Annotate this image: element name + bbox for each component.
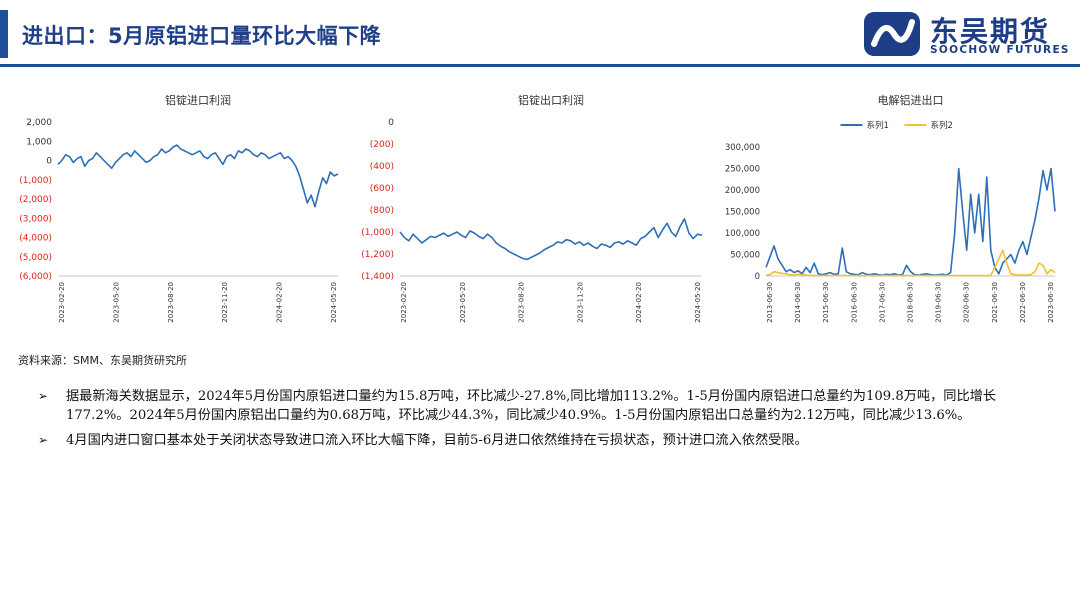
x-tick-label: 2023-02-20 <box>400 282 408 323</box>
chart-title: 铝锭出口利润 <box>518 93 584 107</box>
x-tick-label: 2023-06-30 <box>1047 282 1055 323</box>
y-tick-label: (6,000) <box>19 272 52 282</box>
y-tick-label: (5,000) <box>19 253 52 263</box>
logo-mark-icon <box>864 12 920 56</box>
x-tick-label: 2017-06-30 <box>878 282 886 323</box>
y-tick-label: (2,000) <box>19 195 52 205</box>
y-tick-label: (1,400) <box>361 272 394 282</box>
y-tick-label: (1,000) <box>19 176 52 186</box>
x-tick-label: 2024-05-20 <box>330 282 338 323</box>
header-divider <box>0 64 1080 67</box>
x-tick-label: 2023-05-20 <box>112 282 120 323</box>
bullet-text: 据最新海关数据显示，2024年5月份国内原铝进口量约为15.8万吨，环比减少-2… <box>66 389 997 423</box>
x-tick-label: 2016-06-30 <box>850 282 858 323</box>
x-tick-label: 2024-05-20 <box>694 282 702 323</box>
x-tick-label: 2023-11-20 <box>221 282 229 323</box>
series-line-2 <box>765 249 1056 277</box>
arrow-bullet-icon: ➢ <box>38 389 49 403</box>
series-line-1 <box>57 144 339 208</box>
y-tick-label: 100,000 <box>725 229 760 239</box>
x-tick-label: 2023-08-20 <box>167 282 175 323</box>
logo-cn-text: 东吴期货 <box>930 15 1051 48</box>
y-tick-label: (600) <box>370 184 394 194</box>
y-tick-label: 0 <box>388 118 394 128</box>
bullet-item: ➢ 4月国内进口窗口基本处于关闭状态导致进口流入环比大幅下降，目前5-6月进口依… <box>34 431 1034 450</box>
x-tick-label: 2015-06-30 <box>822 282 830 323</box>
x-tick-label: 2024-02-20 <box>276 282 284 323</box>
y-tick-label: (4,000) <box>19 234 52 244</box>
x-tick-label: 2023-08-20 <box>518 282 526 323</box>
x-tick-label: 2022-06-30 <box>1019 282 1027 323</box>
chart-export-profit: 铝锭出口利润 0 (200) (400) (600) (800) (1,000) (1,200… <box>361 93 703 323</box>
y-tick-label: 150,000 <box>725 208 760 218</box>
y-tick-label: 0 <box>755 272 760 282</box>
y-tick-label: 0 <box>46 157 52 167</box>
chart-title: 铝锭进口利润 <box>165 93 231 107</box>
page-title: 进出口：5月原铝进口量环比大幅下降 <box>22 24 382 48</box>
chart-import-profit: 铝锭进口利润 2,000 1,000 0 (1,000) (2,000) (3,000) (4… <box>19 93 339 323</box>
chart-title: 电解铝进出口 <box>878 93 944 107</box>
y-tick-label: 2,000 <box>26 118 52 128</box>
y-tick-label: (1,000) <box>361 228 394 238</box>
x-tick-label: 2018-06-30 <box>907 282 915 323</box>
x-tick-label: 2023-05-20 <box>459 282 467 323</box>
bullet-item: ➢ 据最新海关数据显示，2024年5月份国内原铝进口量约为15.8万吨，环比减少… <box>34 387 1034 425</box>
x-tick-label: 2023-02-20 <box>58 282 66 323</box>
x-tick-label: 2024-02-20 <box>635 282 643 323</box>
y-tick-label: 250,000 <box>725 165 760 175</box>
y-tick-label: (200) <box>370 140 394 150</box>
y-tick-label: (1,200) <box>361 250 394 260</box>
y-tick-label: (400) <box>370 162 394 172</box>
bullet-text: 4月国内进口窗口基本处于关闭状态导致进口流入环比大幅下降，目前5-6月进口依然维… <box>66 433 808 448</box>
y-tick-label: 50,000 <box>730 251 760 261</box>
x-tick-label: 2013-06-30 <box>766 282 774 323</box>
x-tick-label: 2014-06-30 <box>794 282 802 323</box>
y-tick-label: 300,000 <box>725 143 760 153</box>
y-tick-label: 200,000 <box>725 186 760 196</box>
y-tick-label: (3,000) <box>19 214 52 224</box>
legend-label: 系列2 <box>931 120 953 131</box>
soochow-logo: 东吴期货 SOOCHOW FUTURES <box>862 8 1072 60</box>
x-tick-label: 2019-06-30 <box>935 282 943 323</box>
y-tick-label: (800) <box>370 206 394 216</box>
series-line-1 <box>399 218 703 261</box>
x-tick-label: 2023-11-20 <box>576 282 584 323</box>
source-note: 资料来源：SMM、东吴期货研究所 <box>18 354 187 367</box>
y-tick-label: 1,000 <box>26 137 52 147</box>
legend-label: 系列1 <box>867 120 889 131</box>
x-tick-label: 2021-06-30 <box>991 282 999 323</box>
x-tick-label: 2020-06-30 <box>963 282 971 323</box>
series-line-1 <box>765 167 1056 276</box>
chart-aluminum-import-export: 电解铝进出口 300,000 250,000 200,000 150,000 100,00… <box>725 93 1056 323</box>
arrow-bullet-icon: ➢ <box>38 433 49 447</box>
logo-en-text: SOOCHOW FUTURES <box>930 44 1070 56</box>
bullet-list: ➢ 据最新海关数据显示，2024年5月份国内原铝进口量约为15.8万吨，环比减少… <box>34 387 1034 456</box>
header-accent-bar <box>0 10 8 58</box>
